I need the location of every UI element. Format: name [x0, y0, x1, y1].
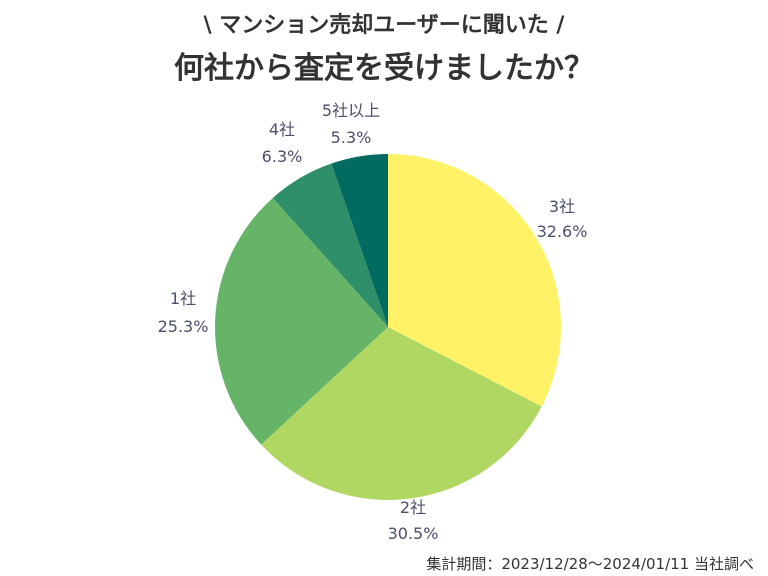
- pie-slice-4: [272, 163, 388, 327]
- pie-slice-1: [388, 154, 561, 407]
- slice-value-label: 30.5%: [388, 524, 439, 543]
- chart-title: 何社から査定を受けましたか？: [174, 51, 594, 86]
- pie-slice-2: [261, 327, 542, 500]
- pie-slice-3: [215, 197, 388, 445]
- slice-label: 4社: [269, 120, 295, 139]
- slice-value-label: 6.3%: [262, 147, 303, 166]
- slice-value-label: 32.6%: [537, 222, 588, 241]
- slice-value-label: 25.3%: [158, 317, 209, 336]
- survey-period-note: 集計期間：2023/12/28〜2024/01/11 当社調べ: [426, 555, 754, 573]
- slice-value-label: 5.3%: [331, 128, 372, 147]
- pie-slice-5: [331, 154, 388, 327]
- slice-label: 5社以上: [322, 101, 380, 120]
- slice-label: 1社: [170, 289, 196, 308]
- slice-label: 3社: [549, 197, 575, 216]
- chart-subtitle: \ マンション売却ユーザーに聞いた /: [203, 13, 565, 38]
- slice-label: 2社: [400, 498, 426, 517]
